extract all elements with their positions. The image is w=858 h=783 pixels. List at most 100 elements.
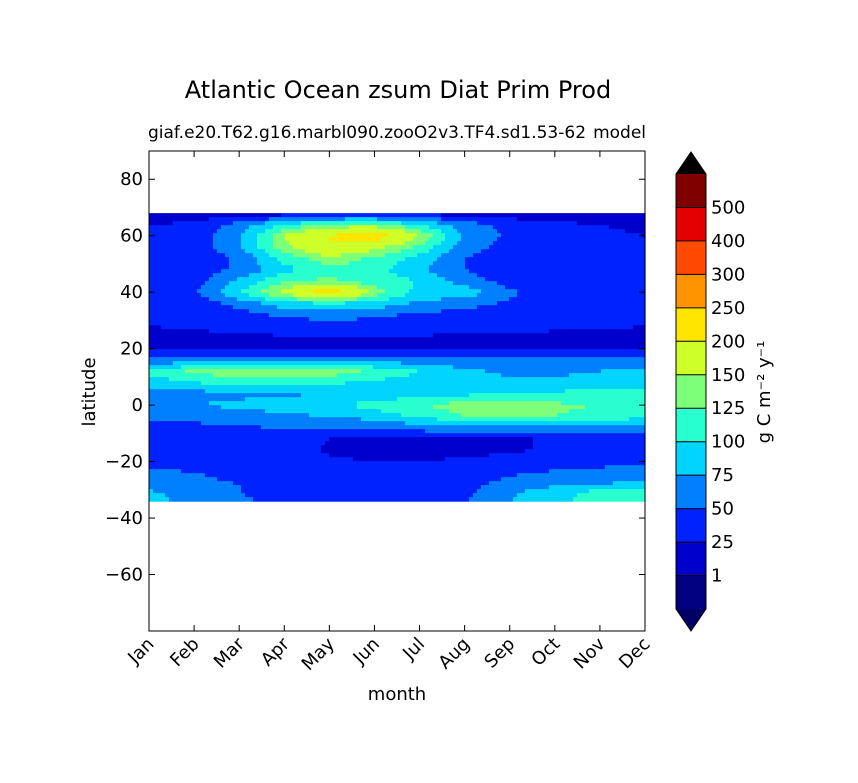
- heatmap-cell: [197, 289, 222, 294]
- heatmap-cell: [281, 281, 362, 286]
- heatmap-cell: [261, 289, 282, 294]
- heatmap-cell: [337, 233, 390, 238]
- heatmap-cell: [253, 497, 470, 502]
- colorbar-segment: [676, 174, 706, 208]
- heatmap-cell: [397, 313, 646, 318]
- heatmap-cell: [361, 369, 418, 374]
- heatmap-cell: [149, 405, 222, 410]
- heatmap-cell: [401, 361, 646, 366]
- heatmap-cell: [277, 257, 310, 262]
- heatmap-cell: [561, 401, 646, 406]
- colorbar-segment: [676, 575, 706, 610]
- colorbar-outline: [675, 151, 707, 632]
- heatmap-cell: [465, 265, 646, 270]
- heatmap-cell: [149, 389, 206, 394]
- heatmap-cell: [473, 493, 518, 498]
- heatmap-cell: [149, 485, 242, 490]
- heatmap-cell: [549, 485, 646, 490]
- heatmap-cell: [261, 425, 646, 430]
- heatmap-cell: [549, 329, 646, 334]
- heatmap-cell: [389, 233, 418, 238]
- heatmap-cell: [445, 233, 462, 238]
- heatmap-cell: [221, 405, 358, 410]
- heatmap-cell: [477, 221, 578, 226]
- colorbar-segment: [676, 341, 706, 376]
- heatmap-cell: [149, 333, 274, 338]
- heatmap-cell: [241, 233, 258, 238]
- heatmap-cell: [181, 365, 374, 370]
- heatmap-cell: [241, 289, 262, 294]
- heatmap-cell: [625, 229, 646, 234]
- heatmap-cell: [433, 333, 646, 338]
- heatmap-cell: [501, 233, 642, 238]
- heatmap-cell: [221, 289, 242, 294]
- heatmap-cell: [149, 353, 646, 358]
- heatmap-cell: [301, 225, 350, 230]
- heatmap-cell: [149, 377, 170, 382]
- heatmap-cell: [221, 225, 250, 230]
- heatmap-cell: [309, 413, 402, 418]
- heatmap-cell: [457, 241, 494, 246]
- heatmap-cell: [565, 389, 646, 394]
- heatmap-cell: [217, 477, 502, 482]
- heatmap-cell: [201, 285, 226, 290]
- heatmap-cell: [265, 297, 298, 302]
- heatmap-cell: [441, 217, 518, 222]
- heatmap-cell: [165, 493, 246, 498]
- heatmap-cell: [245, 229, 266, 234]
- heatmap-cell: [233, 305, 278, 310]
- heatmap-cell: [405, 257, 438, 262]
- heatmap-cell: [361, 417, 438, 422]
- heatmap-cell: [449, 401, 562, 406]
- heatmap-cell: [517, 473, 646, 478]
- heatmap-cell: [261, 265, 294, 270]
- heatmap-cell: [293, 269, 390, 274]
- heatmap-cell: [149, 285, 202, 290]
- heatmap-cell: [249, 293, 270, 298]
- x-tick-label: Mar: [210, 633, 249, 672]
- heatmap-cell: [397, 273, 438, 278]
- heatmap-cell: [449, 249, 482, 254]
- heatmap-cell: [517, 293, 646, 298]
- heatmap-cell: [357, 317, 646, 322]
- colorbar-segment: [676, 475, 706, 510]
- heatmap-cell: [281, 261, 322, 266]
- heatmap-cell: [149, 477, 218, 482]
- heatmap-cell: [261, 301, 314, 306]
- heatmap-cell: [409, 373, 502, 378]
- heatmap-cell: [265, 277, 318, 282]
- heatmap-cell: [437, 417, 630, 422]
- y-axis-label: latitude: [79, 357, 100, 426]
- heatmap-cell: [413, 281, 454, 286]
- heatmap-cell: [477, 489, 526, 494]
- heatmap-cell: [429, 269, 470, 274]
- heatmap-cell: [149, 425, 262, 430]
- x-tick-label: Apr: [257, 633, 294, 670]
- heatmap-cell: [149, 357, 646, 362]
- heatmap-cell: [149, 241, 214, 246]
- heatmap-cell: [273, 237, 286, 242]
- heatmap-cell: [241, 237, 258, 242]
- heatmap-cell: [429, 225, 454, 230]
- heatmap-cell: [149, 441, 326, 446]
- heatmap-cell: [281, 289, 314, 294]
- heatmap-cell: [321, 261, 350, 266]
- heatmap-cell: [377, 285, 414, 290]
- colorbar-tick-label: 100: [711, 432, 745, 453]
- heatmap-cell: [341, 253, 386, 258]
- heatmap-cell: [221, 301, 262, 306]
- heatmap-cell: [489, 245, 646, 250]
- heatmap-cell: [213, 241, 242, 246]
- heatmap-cell: [257, 281, 282, 286]
- colorbar-segment: [676, 508, 706, 543]
- heatmap-cell: [281, 229, 306, 234]
- heatmap-cell: [149, 321, 646, 326]
- heatmap-cell: [461, 233, 502, 238]
- heatmap-cell: [201, 293, 226, 298]
- heatmap-cell: [433, 261, 466, 266]
- heatmap-cell: [413, 285, 470, 290]
- heatmap-cell: [357, 285, 378, 290]
- heatmap-cell: [149, 225, 222, 230]
- heatmap-cell: [225, 253, 254, 258]
